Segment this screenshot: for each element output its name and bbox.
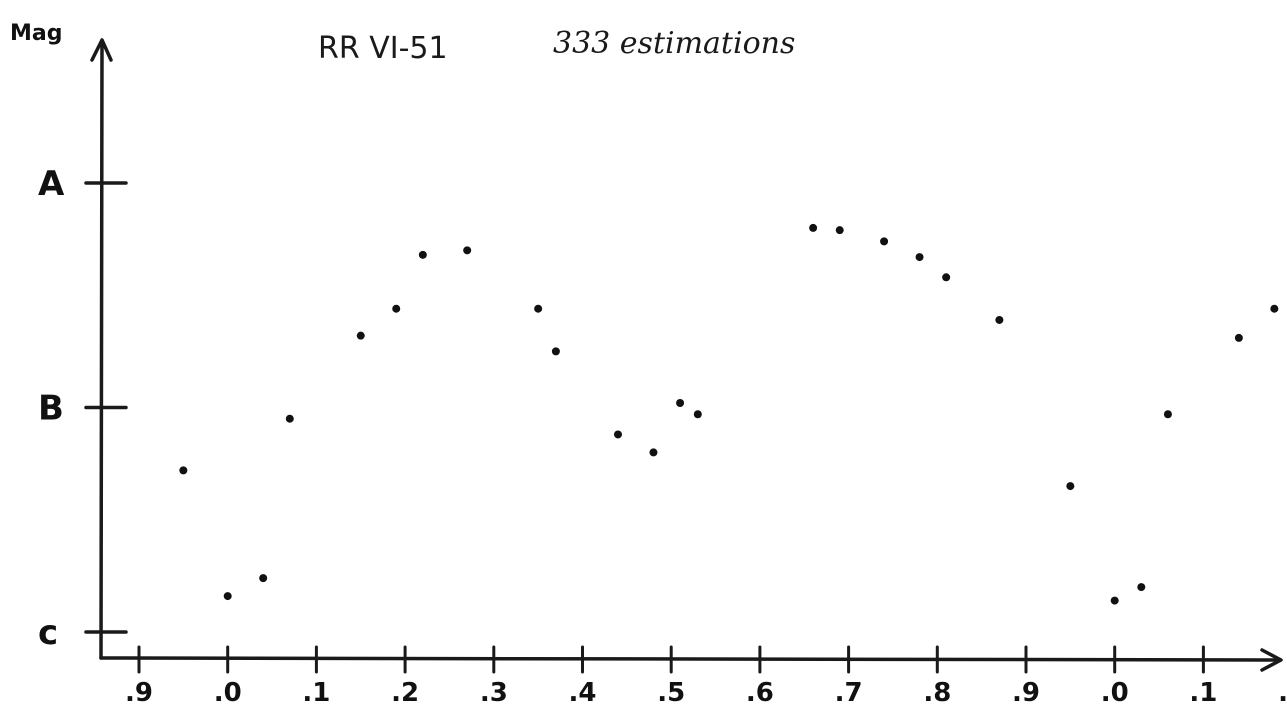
data-point — [693, 410, 702, 419]
x-tick-label: .0 — [214, 678, 242, 708]
data-point — [809, 223, 818, 232]
x-tick-label: .9 — [1012, 678, 1040, 708]
x-tick-label: .8 — [923, 678, 951, 708]
x-tick-label: .3 — [480, 678, 508, 708]
data-point — [613, 430, 622, 439]
data-point — [392, 304, 401, 313]
x-tick-label: .2 — [1278, 678, 1287, 708]
x-tick-label: .1 — [1189, 678, 1217, 708]
y-axis-arrow-icon — [90, 38, 113, 62]
y-axis-line — [99, 42, 104, 660]
data-points — [179, 223, 1279, 605]
x-tick-label: .4 — [569, 678, 597, 708]
chart-title: RR VI-51 — [318, 31, 448, 66]
data-point — [915, 253, 924, 262]
data-point — [463, 246, 472, 255]
data-point — [880, 237, 889, 246]
y-tick-label: c — [38, 613, 58, 653]
data-point — [649, 448, 658, 457]
data-point — [995, 315, 1004, 324]
chart-subtitle: 333 estimations — [553, 26, 795, 61]
data-point — [1137, 583, 1146, 592]
data-point — [942, 273, 951, 282]
chart-text: Mag RR VI-51 333 estimations — [10, 21, 795, 66]
y-tick-label: B — [38, 389, 64, 429]
data-point — [356, 331, 365, 340]
y-axis-title: Mag — [10, 21, 63, 46]
data-point — [418, 250, 427, 259]
data-point — [676, 399, 685, 408]
x-tick-label: .2 — [391, 678, 419, 708]
data-point — [1066, 482, 1075, 491]
x-tick-label: .5 — [657, 678, 685, 708]
y-tick-label: A — [38, 164, 65, 204]
axes — [90, 38, 1283, 672]
x-tick-label: .6 — [746, 678, 774, 708]
data-point — [223, 592, 232, 601]
data-point — [1234, 333, 1243, 342]
x-axis-arrow-icon — [1260, 648, 1283, 672]
data-point — [259, 574, 268, 583]
x-tick-label: .7 — [835, 678, 863, 708]
x-tick-label: .9 — [125, 678, 153, 708]
x-tick-label: .0 — [1101, 678, 1129, 708]
x-ticks: .9.0.1.2.3.4.5.6.7.8.9.0.1.2.3 — [125, 645, 1287, 708]
data-point — [551, 347, 560, 356]
data-point — [835, 226, 844, 235]
data-point — [1110, 596, 1119, 605]
data-point — [534, 304, 543, 313]
y-ticks: A Bc — [38, 164, 128, 653]
data-point — [285, 414, 294, 423]
x-axis-line — [99, 656, 1280, 662]
data-point — [179, 466, 188, 475]
data-point — [1163, 410, 1172, 419]
x-tick-label: .1 — [302, 678, 330, 708]
data-point — [1270, 304, 1279, 313]
